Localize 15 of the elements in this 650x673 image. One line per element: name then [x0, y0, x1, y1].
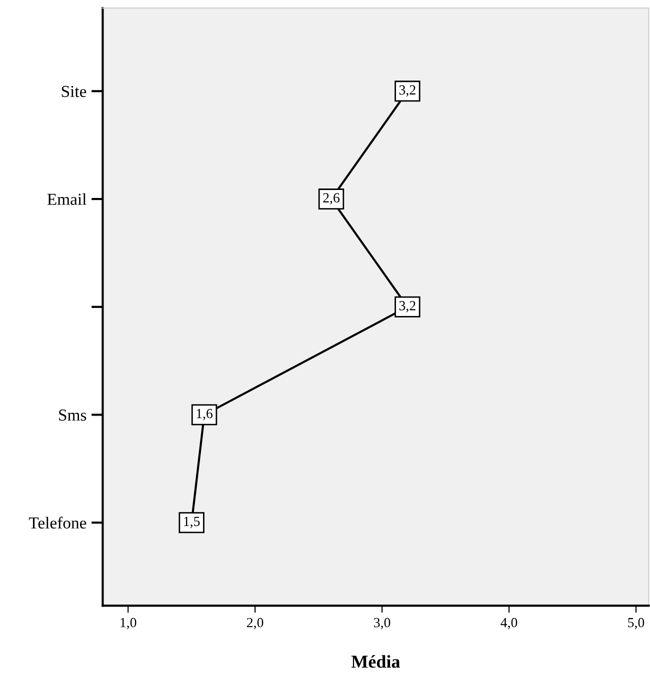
y-tick-label: Sms — [59, 410, 86, 421]
x-tick-label: 5,0 — [628, 618, 644, 630]
y-tick-label: Telefone — [28, 516, 86, 529]
data-label: 1,5 — [184, 516, 200, 528]
x-tick-label: 3,0 — [374, 618, 390, 630]
x-tick-label: 2,0 — [247, 618, 264, 630]
y-tick-label: Site — [62, 86, 86, 98]
x-axis-title: Média — [351, 655, 400, 668]
data-label: 3,2 — [399, 85, 416, 97]
x-tick-label: 4,0 — [500, 618, 518, 630]
data-label: 1,6 — [196, 408, 213, 420]
x-tick-label: 1,0 — [120, 618, 136, 630]
data-label: 3,2 — [399, 301, 416, 312]
y-tick-label: Email — [47, 193, 86, 205]
data-label: 2,6 — [323, 193, 340, 204]
